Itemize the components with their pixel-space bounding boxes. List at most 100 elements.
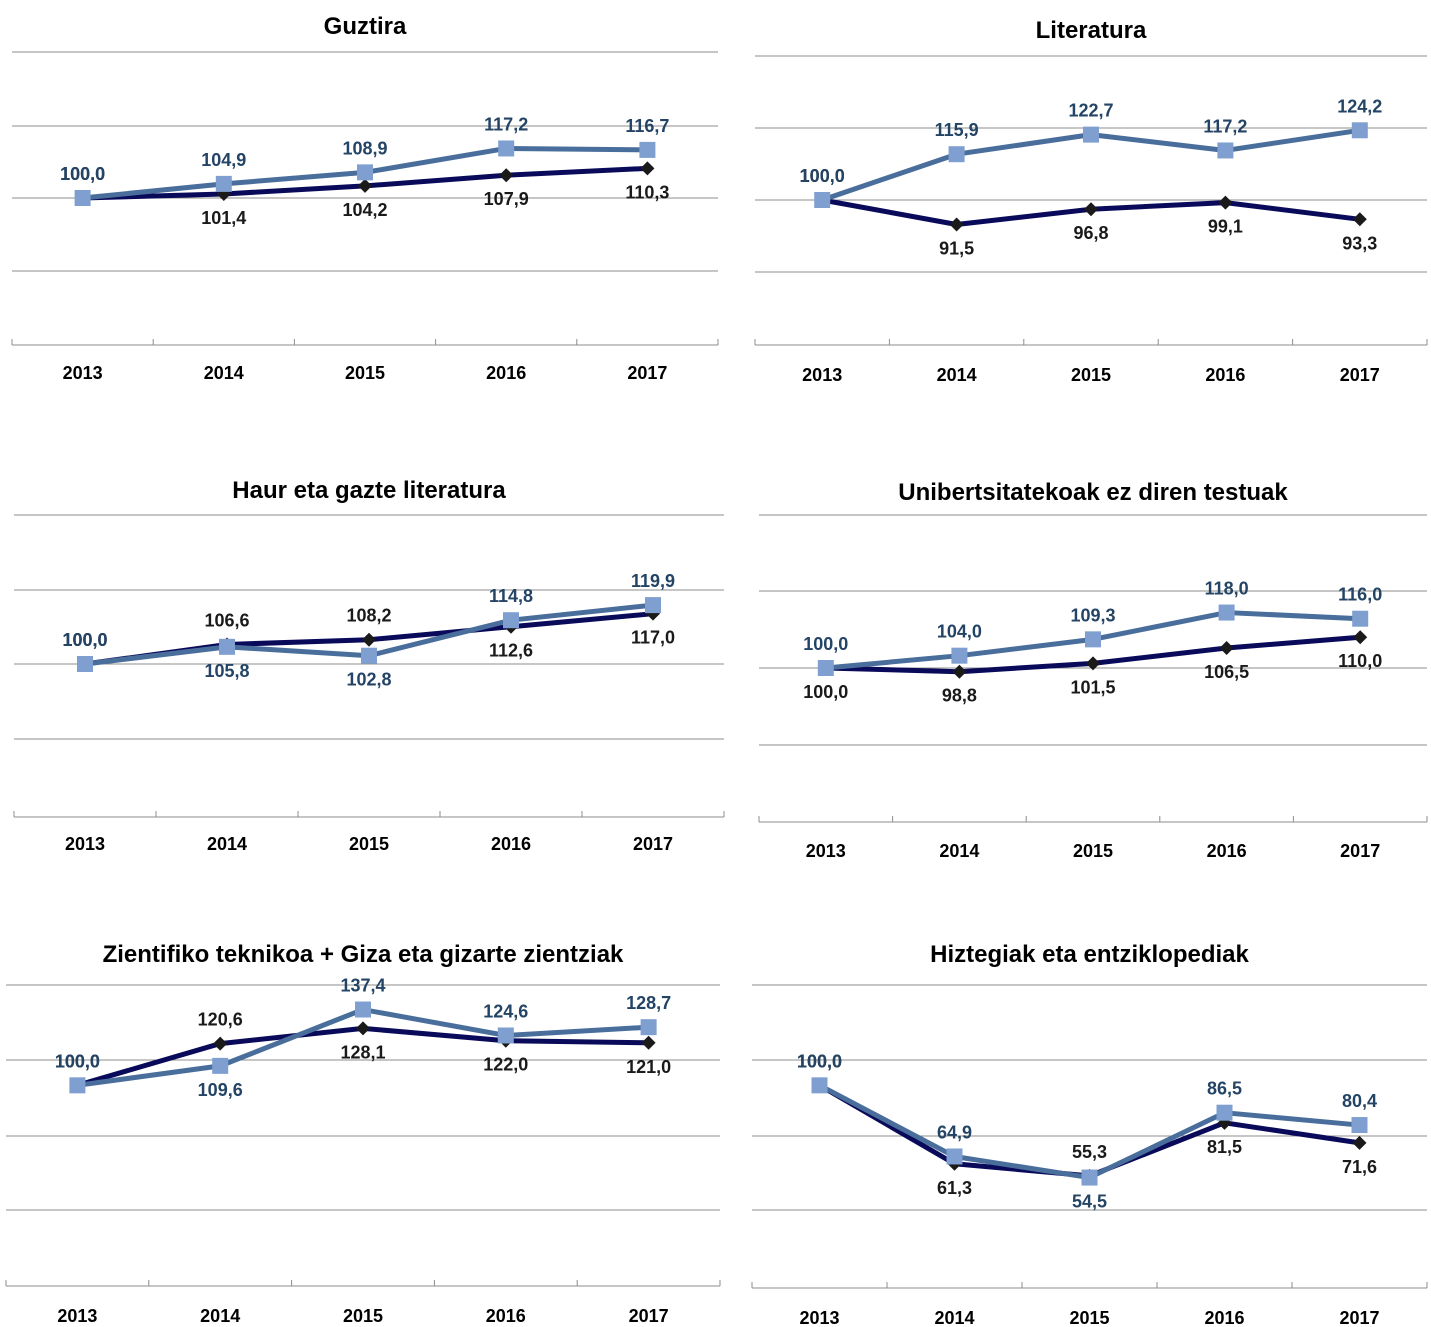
data-label-series-2: 124,6 <box>483 1001 528 1021</box>
data-label-series-2: 116,0 <box>1338 585 1382 605</box>
data-point-series-1 <box>947 1156 962 1171</box>
data-point-series-1 <box>1352 212 1367 227</box>
x-tick-label: 2014 <box>204 363 244 383</box>
data-label-series-1: 108,2 <box>346 606 391 626</box>
data-label-series-1: 117,0 <box>631 628 675 648</box>
data-point-series-1 <box>1217 1115 1232 1130</box>
data-label-series-2: 108,9 <box>342 138 387 158</box>
data-label-series-2: 100,0 <box>803 634 848 654</box>
x-tick-label: 2013 <box>799 1308 839 1327</box>
data-label-series-2: 124,2 <box>1337 96 1382 116</box>
x-tick-label: 2016 <box>1205 365 1245 385</box>
data-label-series-2: 100,0 <box>62 630 107 650</box>
series-line-2 <box>84 602 654 667</box>
data-point-series-1 <box>362 632 376 647</box>
data-label-series-2: 137,4 <box>340 976 385 996</box>
data-point-series-2 <box>215 175 232 192</box>
data-label-series-1: 100,0 <box>800 166 845 186</box>
data-point-series-1 <box>1218 195 1233 210</box>
x-tick-label: 2016 <box>491 834 531 854</box>
data-point-series-2 <box>1351 1117 1368 1134</box>
data-label-series-1: 55,3 <box>1072 1142 1107 1162</box>
x-tick-label: 2014 <box>200 1306 240 1326</box>
data-point-series-2 <box>497 1027 514 1044</box>
data-label-series-1: 100,0 <box>55 1051 100 1071</box>
data-point-series-2 <box>948 146 965 163</box>
chart-title: Zientifiko teknikoa + Giza eta gizarte z… <box>103 941 624 968</box>
data-label-series-1: 106,5 <box>1204 662 1249 682</box>
data-point-series-2 <box>74 190 91 206</box>
series-line-1 <box>76 1025 649 1088</box>
data-label-series-1: 128,1 <box>340 1042 385 1062</box>
data-label-series-2: 100,0 <box>55 1051 100 1071</box>
data-label-series-2: 122,7 <box>1068 101 1113 121</box>
series-line-1 <box>825 634 1361 675</box>
data-point-series-2 <box>1218 604 1235 621</box>
data-point-series-2 <box>69 1077 86 1094</box>
data-point-series-1 <box>213 1036 228 1051</box>
data-point-series-1 <box>358 178 372 193</box>
x-tick-label: 2014 <box>939 841 979 861</box>
x-tick-label: 2013 <box>57 1306 97 1326</box>
data-point-series-2 <box>811 1077 828 1094</box>
data-point-series-1 <box>216 186 231 201</box>
data-label-series-2: 80,4 <box>1342 1091 1377 1111</box>
chart-title: Guztira <box>324 13 407 40</box>
data-point-series-2 <box>1216 1104 1233 1121</box>
data-point-series-2 <box>640 1019 657 1036</box>
data-label-series-1: 101,5 <box>1070 677 1115 697</box>
x-tick-label: 2017 <box>1340 841 1380 861</box>
data-label-series-2: 109,3 <box>1070 605 1115 625</box>
data-label-series-2: 128,7 <box>626 993 671 1013</box>
data-label-series-1: 112,6 <box>489 641 533 661</box>
series-line-2 <box>821 127 1361 203</box>
chart-title: Literatura <box>1036 17 1147 44</box>
data-label-series-1: 100,0 <box>803 682 848 702</box>
data-label-series-1: 100,0 <box>62 630 107 650</box>
data-point-series-1 <box>499 168 514 183</box>
x-tick-label: 2016 <box>1204 1308 1244 1327</box>
data-label-series-1: 71,6 <box>1342 1157 1377 1177</box>
series-line-2 <box>825 610 1361 671</box>
series-line-2 <box>77 1007 649 1088</box>
x-tick-label: 2016 <box>486 363 526 383</box>
data-label-series-2: 86,5 <box>1207 1079 1242 1099</box>
data-point-series-1 <box>949 217 964 232</box>
data-point-series-1 <box>70 1078 85 1093</box>
data-label-series-1: 98,8 <box>942 686 977 706</box>
x-tick-label: 2015 <box>343 1306 383 1326</box>
x-tick-label: 2013 <box>65 834 105 854</box>
data-point-series-1 <box>952 664 967 679</box>
data-label-series-1: 100,0 <box>60 164 105 184</box>
x-tick-label: 2017 <box>633 834 673 854</box>
data-label-series-2: 100,0 <box>797 1051 842 1071</box>
data-point-series-1 <box>498 1033 513 1048</box>
chart-title: Hiztegiak eta entziklopediak <box>930 941 1249 968</box>
data-point-series-1 <box>1082 1168 1097 1183</box>
data-label-series-1: 104,2 <box>342 200 387 220</box>
x-tick-label: 2015 <box>349 834 389 854</box>
data-point-series-2 <box>355 1001 371 1018</box>
x-tick-label: 2015 <box>1073 841 1113 861</box>
data-point-series-1 <box>1352 1135 1367 1150</box>
data-point-series-1 <box>641 1035 656 1050</box>
data-label-series-2: 118,0 <box>1205 579 1249 599</box>
x-tick-label: 2014 <box>207 834 247 854</box>
data-label-series-1: 120,6 <box>198 1010 243 1030</box>
data-point-series-2 <box>946 1148 963 1165</box>
data-label-series-2: 104,0 <box>937 622 982 642</box>
data-point-series-1 <box>640 161 655 176</box>
data-point-series-1 <box>504 619 518 634</box>
data-label-series-2: 104,9 <box>201 150 246 170</box>
data-label-series-1: 121,0 <box>626 1057 671 1077</box>
data-point-series-2 <box>814 192 831 208</box>
data-point-series-2 <box>77 656 93 672</box>
data-label-series-1: 61,3 <box>937 1178 972 1198</box>
data-point-series-1 <box>356 1021 370 1036</box>
x-tick-label: 2016 <box>486 1306 526 1326</box>
data-point-series-1 <box>1353 630 1368 645</box>
